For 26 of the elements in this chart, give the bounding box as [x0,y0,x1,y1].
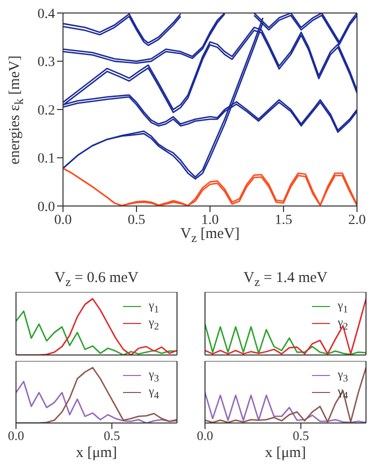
legend-label: γ$_{4}$ [148,384,159,402]
legend-label: γ$_{3}$ [338,366,348,384]
y-tick-label: 0.4 [38,6,55,22]
legend-label: γ$_{1}$ [338,298,348,316]
chart-title: V$_{z}$ = 0.6 meV [53,270,140,290]
x-axis-title: x [μm] [75,445,118,462]
legend-label: γ$_{3}$ [148,366,159,384]
x-tick-label: 1.0 [201,212,219,228]
chart-title: V$_{z}$ = 1.4 meV [242,270,329,290]
legend-label: γ$_{2}$ [148,314,159,332]
legend-label: γ$_{2}$ [338,314,348,332]
x-axis-title: V$_{z}$ [meV] [179,226,241,246]
x-tick-label: 0.5 [128,212,146,228]
y-tick-label: 0.2 [38,103,55,118]
x-tick-label: 0.0 [54,212,72,228]
y-tick-label: 0.0 [38,200,55,215]
x-tick-label: 0.0 [8,428,24,444]
y-tick-label: 0.3 [38,55,55,70]
x-tick-label: 1.5 [274,212,292,228]
y-tick-label: 0.1 [38,152,55,167]
x-tick-label: 2.0 [348,212,366,228]
x-tick-label: 0.0 [196,428,214,444]
legend-label: γ$_{1}$ [148,298,159,316]
x-axis-title: x [μm] [264,445,307,462]
x-tick-label: 0.5 [292,428,309,444]
x-tick-label: 0.5 [104,428,120,444]
